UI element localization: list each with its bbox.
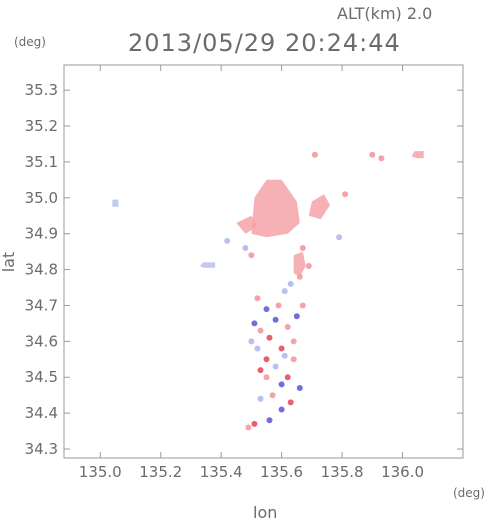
echo-region-3 — [293, 251, 306, 277]
echo-point-13 — [278, 381, 285, 388]
echo-point-35 — [248, 252, 255, 259]
echo-region-0 — [251, 179, 300, 238]
y-tick-label-8: 35.1 — [25, 153, 58, 171]
echo-point-23 — [299, 302, 306, 309]
echo-point-39 — [342, 191, 349, 198]
y-tick-label-7: 35.0 — [25, 189, 58, 207]
echo-point-8 — [284, 324, 291, 330]
plot-frame — [63, 64, 464, 459]
echo-point-20 — [266, 417, 273, 424]
x-tick-label-0: 135.0 — [79, 463, 122, 481]
echo-point-27 — [281, 352, 288, 359]
echo-point-15 — [269, 392, 276, 399]
echo-point-18 — [287, 399, 294, 406]
echo-point-14 — [284, 374, 291, 381]
echo-point-32 — [299, 245, 306, 251]
echo-point-7 — [272, 316, 279, 323]
echo-point-0 — [254, 295, 261, 302]
echo-region-1 — [236, 215, 258, 234]
echo-point-37 — [305, 263, 312, 269]
y-tick-label-3: 34.6 — [25, 332, 58, 350]
echo-point-38 — [336, 234, 343, 241]
echo-region-2 — [308, 194, 330, 220]
echo-point-40 — [311, 151, 318, 158]
echo-point-30 — [296, 273, 303, 280]
echo-point-31 — [287, 280, 294, 287]
echo-point-4 — [266, 334, 273, 341]
echo-point-41 — [369, 151, 376, 158]
echo-point-12 — [263, 374, 270, 381]
echo-point-2 — [251, 320, 258, 327]
y-tick-label-4: 34.7 — [25, 296, 58, 314]
echo-point-33 — [224, 237, 231, 244]
x-tick-label-4: 135.8 — [321, 463, 364, 481]
echo-point-25 — [248, 338, 255, 345]
y-tick-label-10: 35.3 — [25, 81, 58, 99]
y-axis-title: lat — [0, 252, 18, 273]
y-tick-label-0: 34.3 — [25, 440, 58, 458]
echo-point-5 — [254, 345, 261, 352]
echo-point-34 — [242, 245, 249, 251]
chart-title: 2013/05/29 20:24:44 — [128, 29, 401, 57]
y-tick-label-2: 34.5 — [25, 368, 58, 386]
echo-region-6 — [411, 151, 424, 159]
echo-point-11 — [272, 363, 279, 370]
echo-region-4 — [200, 262, 216, 268]
echo-point-16 — [257, 395, 264, 402]
x-axis-title: lon — [253, 503, 277, 521]
x-tick-label-3: 135.6 — [260, 463, 303, 481]
echo-point-24 — [290, 338, 297, 345]
echo-region-5 — [112, 199, 119, 207]
echo-point-17 — [296, 385, 303, 391]
y-axis-unit: (deg) — [14, 35, 46, 49]
echo-point-1 — [263, 306, 270, 313]
echo-point-6 — [263, 356, 270, 363]
y-tick-label-5: 34.8 — [25, 261, 58, 279]
y-tick-label-9: 35.2 — [25, 117, 58, 135]
x-axis-unit: (deg) — [453, 486, 485, 500]
x-axis-ticks: 135.0 135.2 135.4 135.6 135.8 136.0 — [79, 65, 424, 481]
altitude-label: ALT(km) 2.0 — [337, 4, 432, 23]
echo-point-19 — [278, 406, 285, 413]
y-tick-label-1: 34.4 — [25, 404, 58, 422]
echo-point-26 — [275, 302, 282, 309]
echo-point-22 — [245, 424, 252, 431]
y-tick-label-6: 34.9 — [25, 225, 58, 243]
echo-point-9 — [293, 313, 300, 320]
x-tick-label-1: 135.2 — [139, 463, 182, 481]
echo-point-42 — [378, 155, 385, 162]
y-axis-ticks: 34.3 34.4 34.5 34.6 34.7 34.8 34.9 35.0 35.1 35.2… — [25, 81, 463, 458]
echo-point-10 — [278, 345, 285, 352]
x-tick-label-5: 136.0 — [381, 463, 424, 481]
echo-point-29 — [290, 356, 297, 363]
echo-point-28 — [257, 367, 264, 374]
radar-echo-layer — [112, 151, 424, 431]
echo-point-21 — [251, 420, 258, 427]
echo-point-36 — [281, 288, 288, 295]
echo-point-3 — [257, 327, 264, 334]
x-tick-label-2: 135.4 — [200, 463, 243, 481]
